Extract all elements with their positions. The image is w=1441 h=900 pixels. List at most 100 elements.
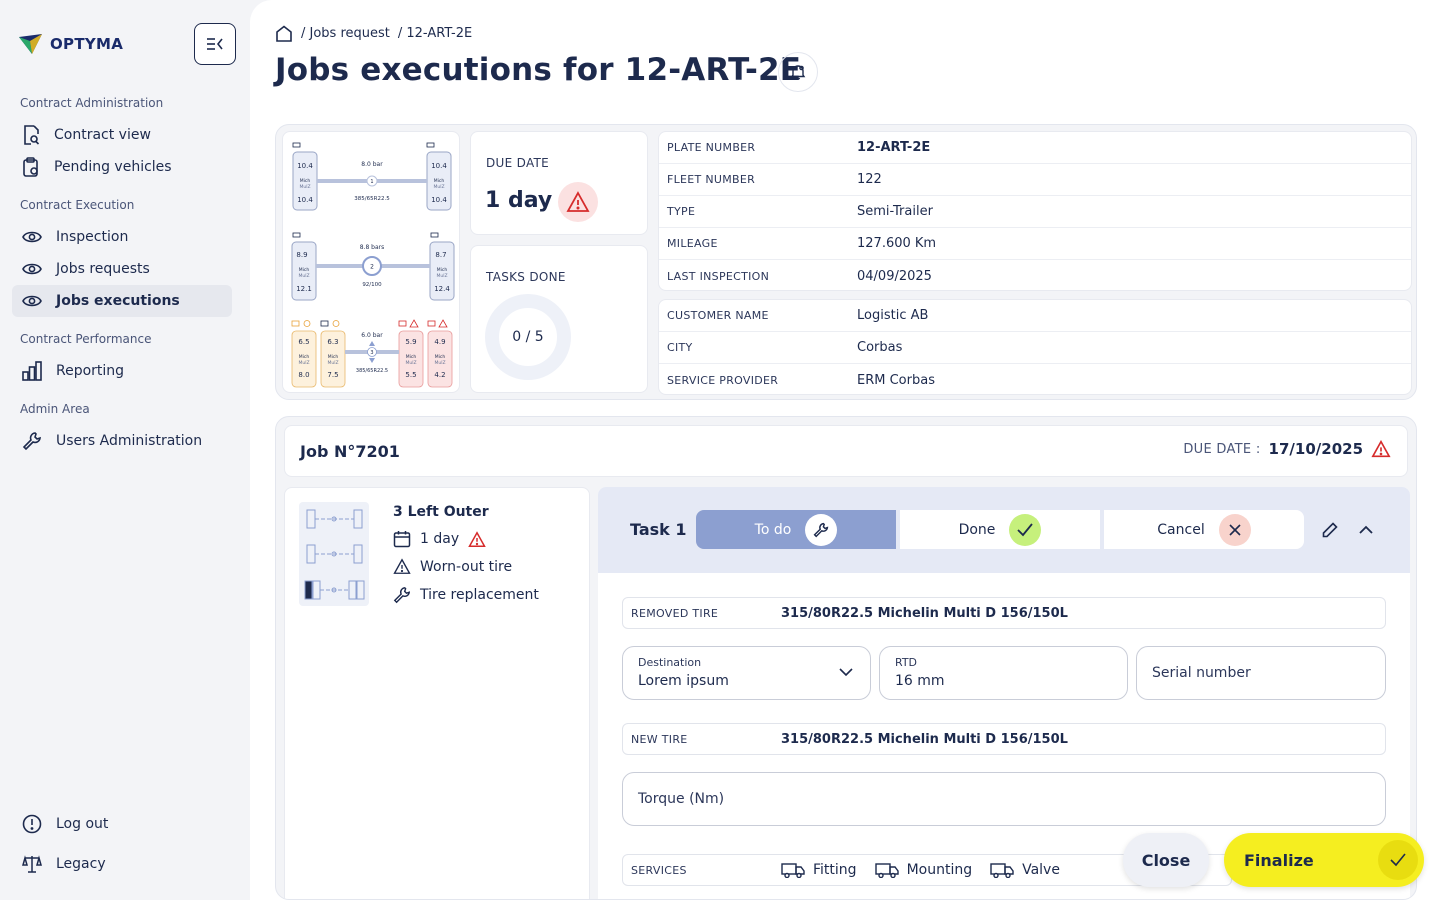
breadcrumb-parent[interactable]: / Jobs request (301, 26, 390, 41)
brand-logo[interactable]: OPTYMA (18, 33, 123, 55)
finalize-button[interactable]: Finalize (1224, 833, 1424, 887)
battery-icon (430, 232, 439, 238)
vehicle-summary: 8.0 bar 1 385/65R22.5 10.4 Mich MulZ 10.… (275, 124, 1417, 400)
tire-2-right (429, 241, 455, 301)
bar-chart-icon (22, 361, 42, 381)
task-title: Task 1 (630, 520, 687, 539)
tire-value: 12.1 (296, 285, 312, 293)
due-date-card: DUE DATE 1 day (470, 131, 648, 235)
battery-icon (427, 320, 436, 327)
chevron-up-icon[interactable] (1359, 525, 1373, 534)
optyma-logo-icon (19, 34, 42, 54)
check-icon (1017, 522, 1034, 536)
section-title-contract-performance: Contract Performance (20, 332, 152, 346)
sidebar-item-contract-view[interactable]: Contract view (12, 119, 232, 151)
status-done-button[interactable]: Done (900, 510, 1100, 549)
wrench-icon (393, 587, 411, 604)
job-action-row: Tire replacement (393, 586, 539, 604)
tire-value: 5.9 (405, 338, 416, 346)
axle-2 (291, 232, 455, 301)
warning-icon (468, 530, 486, 547)
sidebar-item-label: Log out (56, 816, 109, 832)
tire-value: 8.0 (298, 371, 309, 379)
section-title-contract-administration: Contract Administration (20, 96, 164, 110)
sidebar-item-log-out[interactable]: Log out (12, 808, 232, 840)
removed-tire-label: REMOVED TIRE (631, 606, 719, 620)
service-label: Mounting (906, 862, 973, 878)
tire-3-right-outer (427, 330, 453, 388)
battery-icon (291, 320, 300, 327)
info-value: 12-ART-2E (857, 140, 931, 155)
status-todo-button[interactable]: To do (696, 510, 896, 549)
close-badge (1218, 513, 1251, 546)
tire-diagram[interactable]: 8.0 bar 1 385/65R22.5 10.4 Mich MulZ 10.… (283, 132, 461, 394)
service-fitting[interactable]: Fitting (781, 862, 857, 878)
service-label: Fitting (813, 862, 857, 878)
wrench-icon (813, 522, 829, 537)
info-row: PLATE NUMBER 12-ART-2E (659, 132, 1411, 164)
vehicle-info-table: PLATE NUMBER 12-ART-2E FLEET NUMBER 122 TY… (658, 131, 1412, 291)
service-mounting[interactable]: Mounting (874, 862, 973, 878)
axle-1 (292, 142, 452, 211)
close-button-label: Close (1141, 850, 1191, 870)
tire-value: 10.4 (297, 162, 313, 170)
section-title-contract-execution: Contract Execution (20, 198, 135, 212)
tire-value: 8.7 (435, 251, 446, 259)
service-valve[interactable]: Valve (990, 862, 1060, 878)
info-row: SERVICE PROVIDER ERM Corbas (659, 364, 1411, 396)
notification-button[interactable] (778, 52, 818, 92)
sidebar-item-legacy[interactable]: Legacy (12, 848, 232, 880)
sidebar-item-inspection[interactable]: Inspection (12, 221, 232, 253)
torque-field[interactable]: Torque (Nm) (622, 772, 1386, 826)
sidebar-item-label: Legacy (56, 856, 106, 872)
warning-badge (558, 182, 598, 222)
tire-value: MulZ (433, 184, 444, 190)
edit-icon[interactable] (1322, 522, 1338, 538)
info-row: LAST INSPECTION 04/09/2025 (659, 260, 1411, 292)
tire-position: 3 Left Outer (393, 504, 489, 520)
tire-value: MulZ (434, 360, 445, 366)
sidebar-item-jobs-executions[interactable]: Jobs executions (12, 285, 232, 317)
rtd-field[interactable]: RTD 16 mm (879, 646, 1128, 700)
sidebar-item-reporting[interactable]: Reporting (12, 355, 232, 387)
job-action: Tire replacement (420, 587, 539, 603)
clock-icon (332, 320, 340, 327)
file-search-icon (24, 125, 40, 145)
status-cancel-button[interactable]: Cancel (1104, 510, 1304, 549)
customer-info-table: CUSTOMER NAME Logistic AB CITY Corbas SERV… (658, 299, 1412, 395)
info-row: CITY Corbas (659, 332, 1411, 364)
info-row: FLEET NUMBER 122 (659, 164, 1411, 196)
tire-value: Mich (300, 178, 311, 184)
due-date-value: 1 day (485, 188, 553, 213)
home-icon[interactable] (275, 25, 293, 42)
sidebar-item-users-administration[interactable]: Users Administration (12, 425, 232, 457)
sidebar-item-jobs-requests[interactable]: Jobs requests (12, 253, 232, 285)
main-content: / Jobs request / 12-ART-2E Jobs executio… (250, 0, 1441, 900)
warning-outline-icon (393, 558, 411, 574)
tire-value: Mich (434, 178, 445, 184)
tire-value: Mich (406, 354, 417, 360)
destination-select[interactable]: Destination Lorem ipsum (622, 646, 871, 700)
job-due-value: 17/10/2025 (1268, 440, 1363, 458)
close-button[interactable]: Close (1123, 833, 1209, 887)
truck-icon (990, 863, 1014, 878)
clock-icon (303, 320, 311, 327)
close-icon (1229, 523, 1241, 536)
calendar-icon (393, 531, 411, 548)
info-row: TYPE Semi-Trailer (659, 196, 1411, 228)
wrench-icon (22, 432, 41, 451)
warning-icon (409, 319, 419, 328)
tasks-done-value: 0 / 5 (512, 329, 544, 345)
collapse-sidebar-button[interactable] (194, 23, 236, 65)
truck-icon (781, 863, 805, 878)
sidebar-item-pending-vehicles[interactable]: Pending vehicles (12, 151, 232, 183)
tire-value: 8.9 (296, 251, 307, 259)
collapse-icon (207, 38, 223, 50)
rtd-value: 16 mm (895, 673, 945, 689)
breadcrumb-current: / 12-ART-2E (397, 26, 473, 41)
tire-value: 4.2 (434, 371, 445, 379)
serial-number-field[interactable]: Serial number (1136, 646, 1386, 700)
clipboard-clock-icon (23, 157, 38, 177)
job-reason: Worn-out tire (420, 558, 513, 575)
info-value: 127.600 Km (857, 236, 937, 251)
